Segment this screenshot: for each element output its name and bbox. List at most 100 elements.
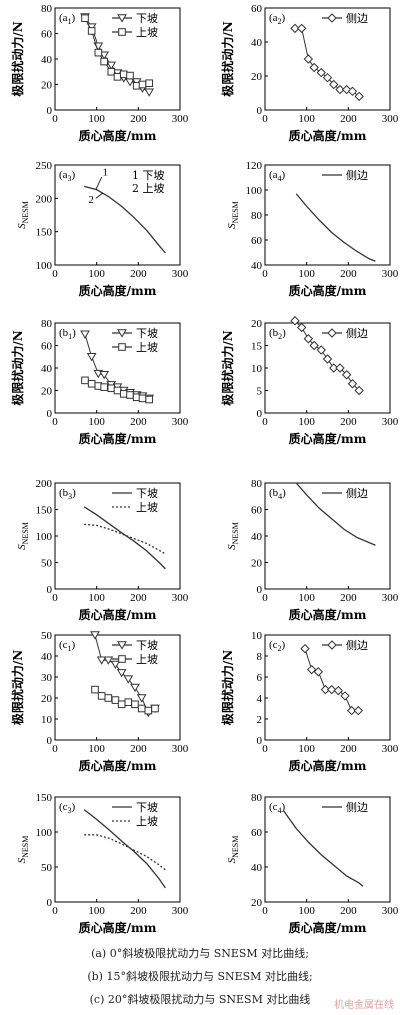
chart-panel-b2: 0 100 200 300 0 5 10 15 20 质心高度/mm 极限扰动力/N (b2) 侧边 [220,316,399,446]
panel-label: (b4) [269,487,286,501]
data-point [300,643,310,654]
x-tick-label: 100 [88,268,105,280]
x-tick-label: 0 [52,268,58,280]
y-axis-label: SNESM [226,522,240,550]
series-line [295,482,376,546]
legend-entry: 下坡 [136,487,158,500]
y-tick-label: 80 [41,3,53,15]
panel-label: (c4) [269,801,286,815]
y-tick-label: 50 [41,630,53,642]
x-axis-label: 质心高度/mm [79,758,157,773]
data-point [106,61,117,70]
x-tick-label: 0 [262,268,268,280]
legend-marker [117,14,127,23]
data-point [322,72,333,83]
x-tick-label: 0 [262,905,268,917]
x-tick-label: 200 [340,416,357,428]
legend-marker [327,640,337,650]
y-axis-label: SNESM [16,201,30,229]
y-tick-label: 40 [251,37,263,49]
panel-label: (a2) [269,12,286,26]
chart-panel-c1: 0 100 200 300 0 10 20 30 40 50 质心高度/mm 极限扰动力/N (c1) 下… [10,630,189,773]
data-point [103,656,114,665]
x-tick-label: 200 [130,268,147,280]
data-point [80,330,90,339]
y-tick-label: 5 [257,386,263,398]
y-axis-label: SNESM [226,836,240,864]
legend-entry: 上坡 [136,501,158,514]
legend-entry: 侧边 [346,12,368,25]
chart-panel-a1: 0 100 200 300 0 20 40 60 80 质心高度/mm 极限扰动力/N (a1) 下坡上… [10,3,189,143]
data-point [329,79,339,90]
watermark: 机电金属在线 [334,1000,394,1011]
x-tick-label: 0 [262,743,268,755]
annotation: 2 [88,194,94,206]
data-point [303,54,314,64]
x-tick-label: 300 [172,905,189,917]
y-tick-label: 150 [36,792,53,804]
data-point [91,685,99,694]
chart-panel-a4: 0 100 200 300 40 60 80 100 120 质心高度/mm SNESM (a4) 侧边 [226,160,399,298]
data-point [119,70,128,79]
series-line [83,185,166,254]
x-tick-label: 200 [340,113,357,125]
x-tick-label: 300 [382,268,399,280]
y-tick-label: 200 [36,478,53,490]
panel-label: (b2) [269,327,286,341]
data-point [86,353,97,362]
plot-frame [54,164,181,266]
y-tick-label: 0 [257,105,263,117]
data-point [322,354,333,364]
y-tick-label: 15 [251,341,263,353]
x-tick-label: 100 [298,743,315,755]
y-tick-label: 40 [251,531,263,543]
data-point [329,363,339,373]
data-point [113,386,122,395]
legend-entry: 下坡 [136,327,158,340]
legend-marker [117,641,127,650]
y-tick-label: 60 [251,827,263,839]
y-tick-label: 6 [257,672,263,684]
chart-panel-c4: 0 100 200 300 20 40 60 80 质心高度/mm SNESM (c4) 侧边 [226,792,399,935]
series-line [84,834,166,871]
data-point [290,23,300,34]
y-tick-label: 60 [251,3,263,15]
legend-entry: 侧边 [346,639,368,652]
x-tick-label: 100 [298,268,315,280]
data-point [124,698,133,707]
data-point [316,67,326,78]
y-tick-label: 4 [257,693,263,705]
x-tick-label: 0 [262,592,268,604]
y-tick-label: 60 [41,341,53,353]
plot-frame [264,796,391,903]
x-tick-label: 300 [382,592,399,604]
chart-panel-a2: 0 100 200 300 0 20 40 60 质心高度/mm 极限扰动力/N (a2) 侧边 [220,3,399,143]
data-point [354,91,364,102]
data-point [90,631,100,640]
x-axis-label: 质心高度/mm [79,283,157,298]
y-tick-label: 0 [257,735,263,747]
y-tick-label: 100 [36,827,53,839]
y-axis-label: SNESM [16,836,30,864]
x-axis-label: 质心高度/mm [79,128,157,143]
y-tick-label: 80 [251,792,263,804]
x-tick-label: 0 [262,416,268,428]
legend-entry: 1 下坡 [132,169,165,182]
y-tick-label: 0 [257,584,263,596]
x-axis-label: 质心高度/mm [79,920,157,935]
x-tick-label: 200 [340,905,357,917]
x-axis-label: 质心高度/mm [289,283,367,298]
x-tick-label: 0 [52,592,58,604]
data-point [81,376,89,385]
data-point [119,390,128,398]
series-line [84,523,166,555]
x-tick-label: 100 [88,905,105,917]
panel-label: (b3) [59,487,76,501]
x-tick-label: 200 [130,113,147,125]
y-tick-label: 120 [246,160,263,172]
y-tick-label: 50 [41,558,53,570]
x-tick-label: 100 [88,592,105,604]
x-tick-label: 200 [340,268,357,280]
